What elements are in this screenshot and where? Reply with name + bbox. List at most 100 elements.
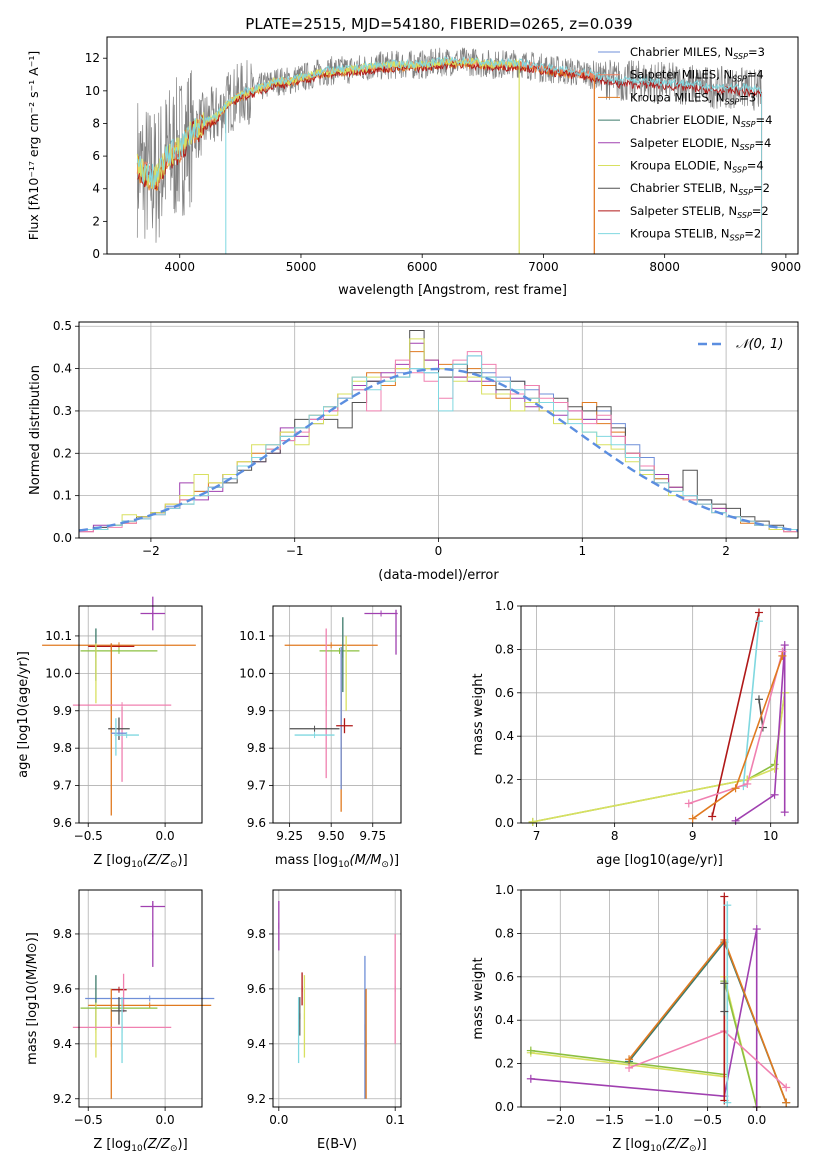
legend-label: Salpeter STELIB, NSSP=2 (630, 204, 769, 220)
legend-label: 𝒩(0, 1) (736, 337, 783, 352)
x-tick-label: 5000 (286, 260, 317, 274)
y-tick-label: 0.2 (495, 1057, 514, 1071)
x-axis-label: Z [log10(Z/Z⊙)] (93, 853, 187, 870)
y-tick-label: 0.0 (495, 1100, 514, 1114)
plus-marker (770, 764, 779, 773)
x-tick-label: 0 (435, 544, 443, 558)
weight-series (758, 699, 764, 728)
plus-marker (720, 979, 729, 988)
y-axis-label: mass [log10(M/M⊙)] (25, 932, 40, 1065)
model-spectrum (136, 57, 520, 254)
x-tick-label: 9000 (771, 260, 802, 274)
x-tick-label: −1.0 (644, 1113, 673, 1127)
x-tick-label: 0.0 (269, 1113, 288, 1127)
weight-series (735, 645, 786, 822)
plus-marker (731, 784, 740, 793)
y-tick-label: 1.0 (495, 599, 514, 613)
mass_vs_Z-panel: −0.5 0.0 9.2 9.4 9.6 9.8 Z [log10(Z/Z⊙)] mass [… (25, 889, 215, 1154)
x-tick-label: 9.75 (359, 829, 386, 843)
x-tick-label: −1.5 (595, 1113, 624, 1127)
y-tick-label: 10.1 (239, 629, 266, 643)
y-axis-label: Normed distribution (28, 365, 43, 495)
x-tick-label: 10 (763, 829, 778, 843)
error-point (42, 642, 196, 649)
x-tick-label: 4000 (164, 260, 195, 274)
y-tick-label: 0.4 (495, 1013, 514, 1027)
plus-marker (782, 1083, 791, 1092)
plus-marker (754, 695, 763, 704)
plus-marker (625, 1055, 634, 1064)
spectrum-plot-area (136, 47, 763, 254)
x-axis-label: Z [log10(Z/Z⊙)] (612, 1137, 706, 1154)
y-tick-label: 6 (92, 149, 100, 163)
plus-marker (723, 1098, 732, 1107)
y-axis-label: mass weight (471, 957, 486, 1039)
y-tick-label: 9.8 (247, 927, 266, 941)
x-tick-label: 9 (689, 829, 697, 843)
y-tick-label: 9.6 (247, 816, 266, 830)
x-tick-label: 1 (578, 544, 586, 558)
plus-marker (528, 817, 537, 826)
plus-marker (625, 1063, 634, 1072)
plus-marker (780, 808, 789, 817)
error-point (114, 732, 139, 739)
y-tick-label: 9.2 (247, 1092, 266, 1106)
plus-marker (743, 779, 752, 788)
axes-frame (272, 605, 402, 824)
y-tick-label: 0.6 (495, 970, 514, 984)
y-tick-label: 9.7 (53, 779, 72, 793)
axes-frame (520, 605, 799, 824)
error-point (284, 642, 378, 649)
x-axis-label: (data-model)/error (378, 568, 499, 583)
y-tick-label: 0.2 (53, 446, 72, 460)
y-tick-label: 9.6 (247, 982, 266, 996)
y-axis-label: Flux [fλ10⁻¹⁷ erg cm⁻² s⁻¹ A⁻¹] (26, 51, 41, 240)
plus-marker (708, 812, 717, 821)
error-point (111, 997, 127, 1025)
legend-label: Kroupa STELIB, NSSP=2 (630, 227, 761, 243)
weight-series (530, 928, 758, 1107)
axes-frame (106, 36, 799, 255)
legend-label: Kroupa ELODIE, NSSP=4 (630, 159, 764, 175)
y-tick-label: 9.9 (53, 704, 72, 718)
x-tick-label: −2.0 (546, 1113, 575, 1127)
x-tick-label: 0.1 (386, 1113, 405, 1127)
spectrum-panel: 4000 5000 6000 7000 8000 9000 0 2 4 6 8 10 12 wavelen… (26, 36, 802, 298)
weight-series (688, 651, 784, 805)
y-tick-label: 9.6 (53, 816, 72, 830)
model-spectrum (136, 56, 763, 254)
y-tick-label: 0.8 (495, 926, 514, 940)
axes-frame (78, 889, 203, 1108)
axes-frame (520, 889, 799, 1108)
weight_vs_Z-panel: −2.0 −1.5 −1.0 −0.5 0.0 0.0 0.2 0.4 0.6 0.8 1.0 mas… (471, 883, 799, 1154)
y-tick-label: 0.4 (495, 729, 514, 743)
age_vs_mass-panel: 9.25 9.50 9.75 9.6 9.7 9.8 9.9 10.0 10.1 mass [lo… (239, 605, 402, 870)
error-point (140, 596, 166, 631)
legend-label: Chabrier ELODIE, NSSP=4 (630, 113, 772, 129)
error-point (80, 647, 158, 654)
y-tick-label: 10.0 (45, 666, 72, 680)
x-axis-label: Z [log10(Z/Z⊙)] (93, 1137, 187, 1154)
gaussian-curve (78, 367, 799, 532)
y-tick-label: 9.4 (247, 1037, 266, 1051)
x-tick-label: 0.0 (747, 1113, 766, 1127)
y-axis-label: mass weight (471, 673, 486, 755)
y-tick-label: 0.2 (495, 773, 514, 787)
y-tick-label: 9.7 (247, 779, 266, 793)
y-tick-label: 0.4 (53, 362, 72, 376)
legend-label: Salpeter MILES, NSSP=4 (630, 68, 764, 84)
plus-marker (526, 1074, 535, 1083)
error-point (111, 986, 127, 993)
model-spectrum (136, 59, 595, 254)
error-point (336, 718, 353, 734)
plus-marker (526, 1046, 535, 1055)
y-tick-label: 9.4 (53, 1037, 72, 1051)
y-tick-label: 2 (92, 214, 100, 228)
model-spectrum (136, 57, 595, 254)
mass_vs_EBV-panel: 0.0 0.1 9.2 9.4 9.6 9.8 E(B-V) (247, 889, 405, 1152)
y-tick-label: 0.0 (53, 531, 72, 545)
plus-marker (752, 925, 761, 934)
y-tick-label: 4 (92, 182, 100, 196)
x-tick-label: 9.25 (276, 829, 303, 843)
